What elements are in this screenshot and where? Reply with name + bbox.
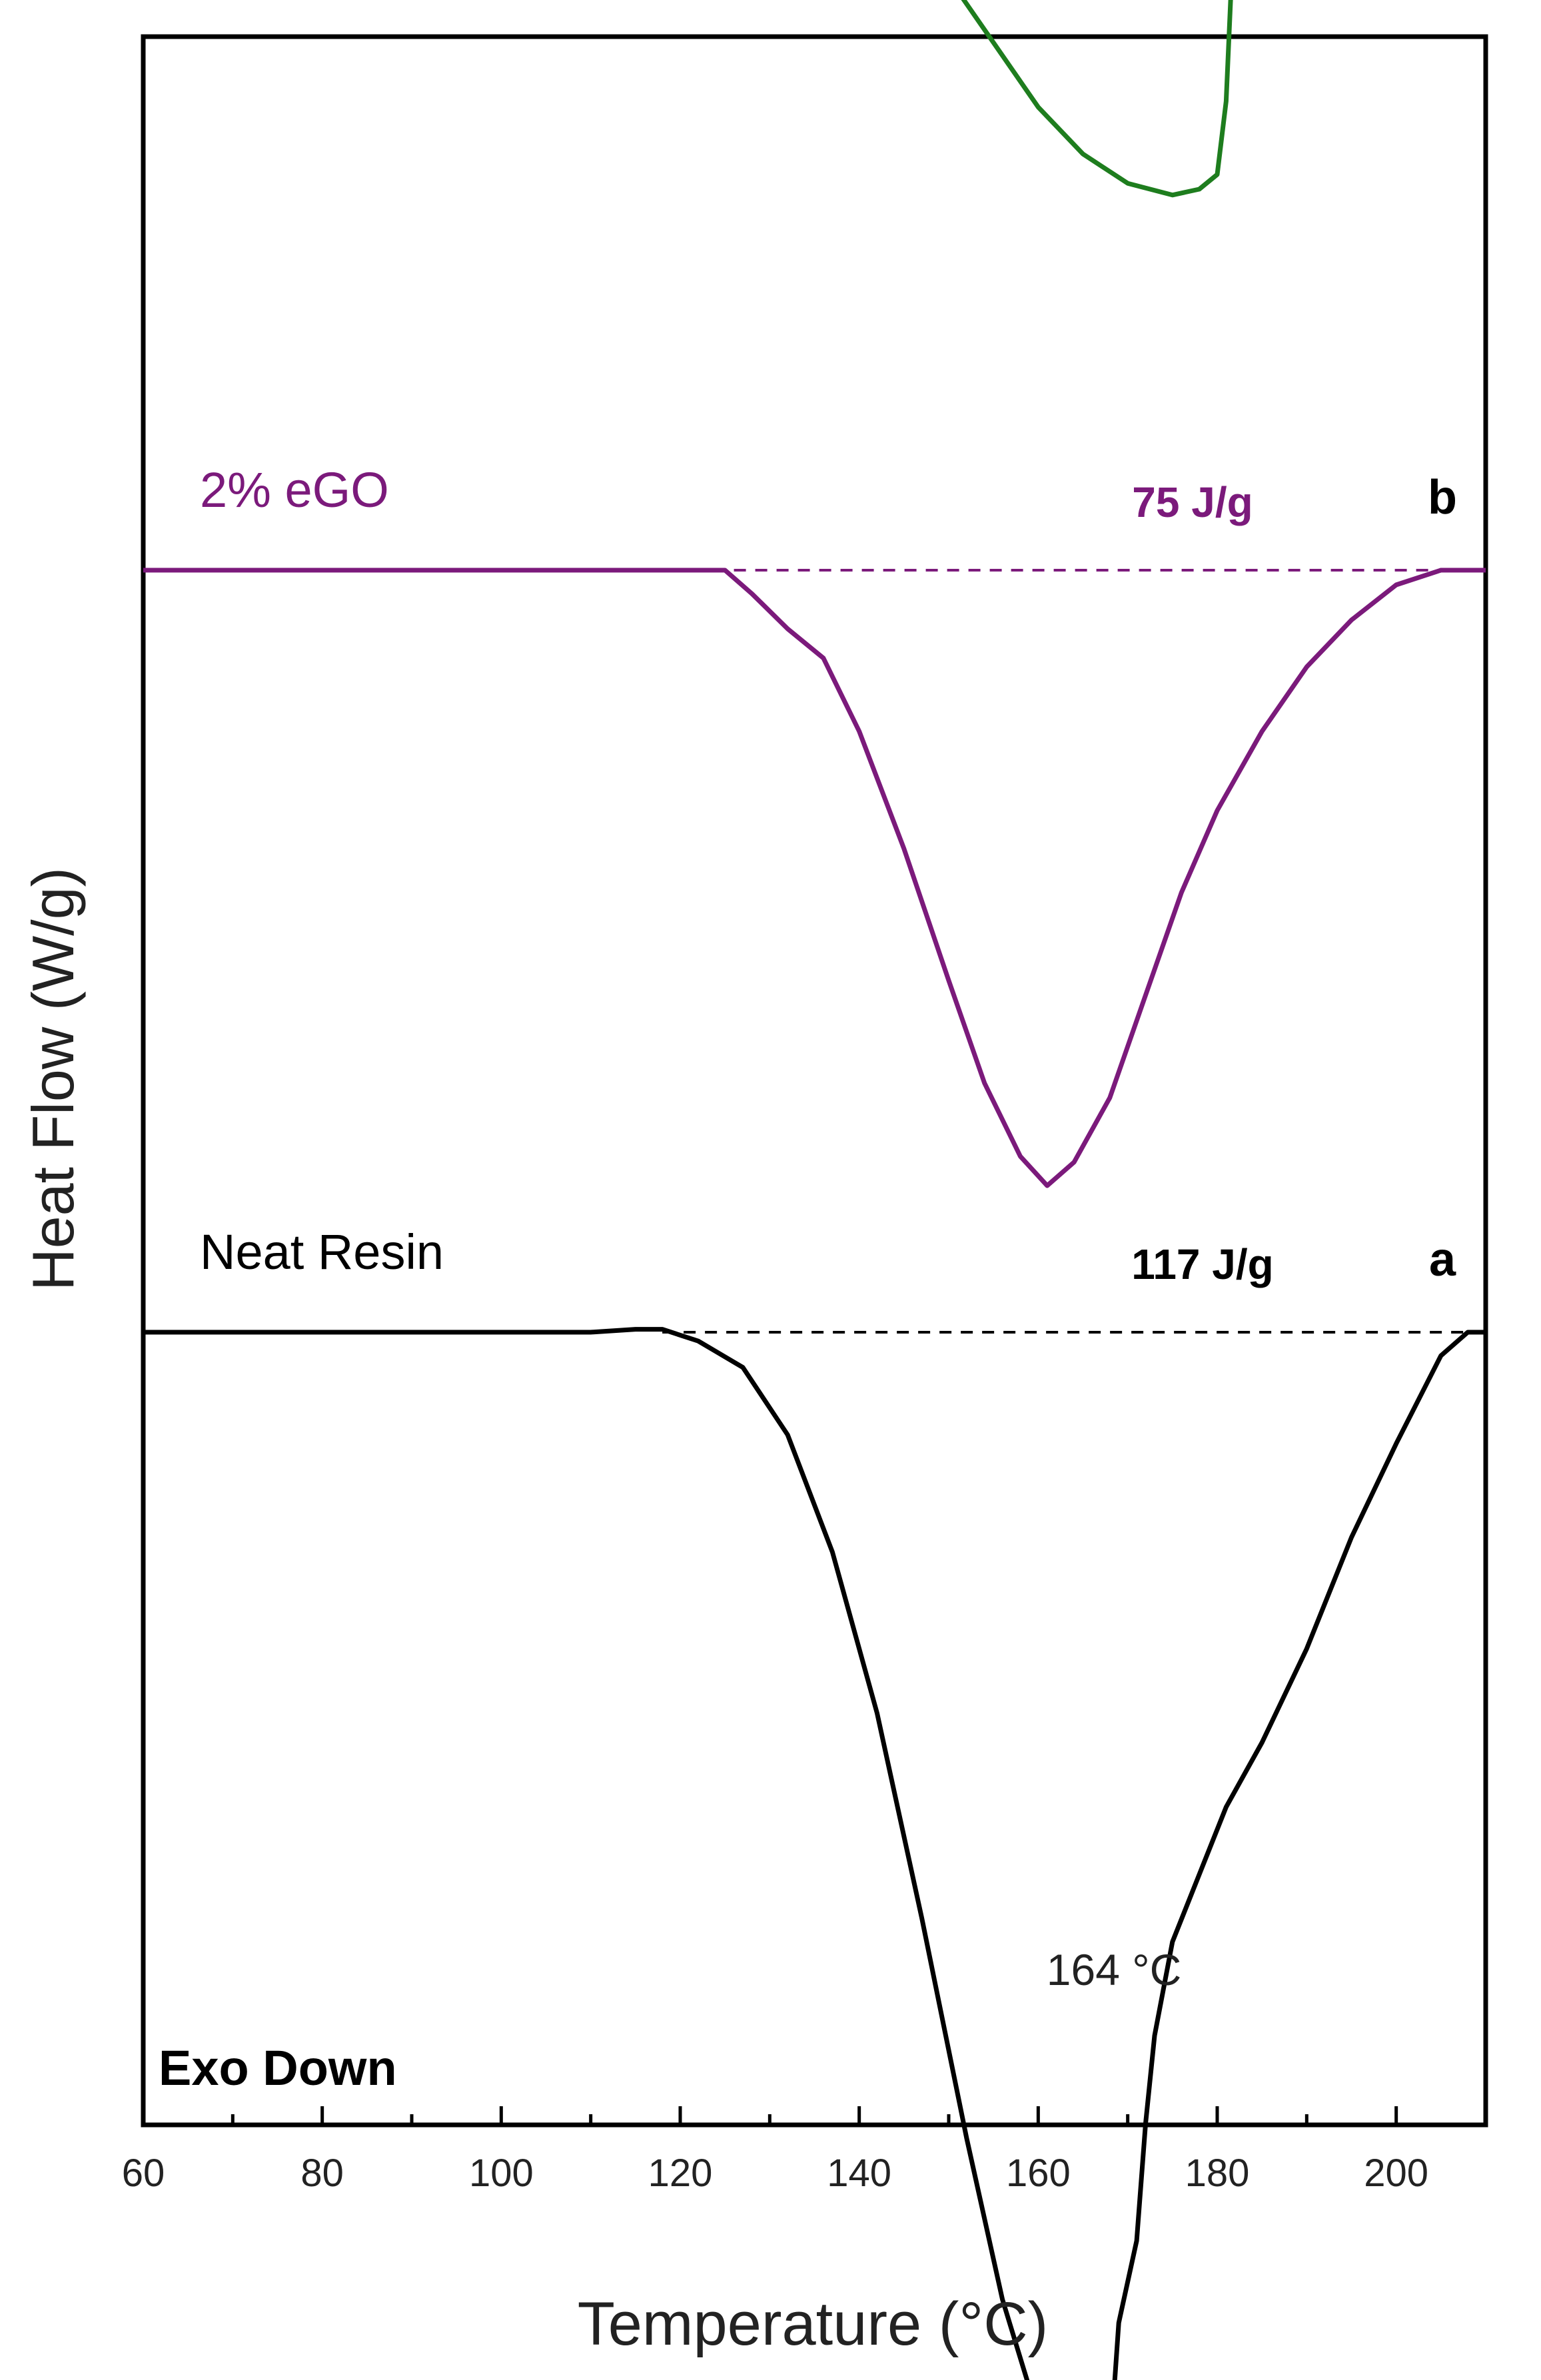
series-name-b: 2% eGO <box>200 462 389 518</box>
series-letter-b: b <box>1428 471 1457 524</box>
x-tick-label: 160 <box>1006 2152 1071 2195</box>
curve-b <box>143 568 1486 1188</box>
x-tick-label: 140 <box>827 2152 891 2195</box>
baselines <box>662 569 1486 1334</box>
enthalpy-b: 75 J/g <box>1132 478 1253 526</box>
x-tick-label: 80 <box>300 2152 344 2195</box>
x-tick-label: 180 <box>1185 2152 1250 2195</box>
exo-down-note: Exo Down <box>159 2040 397 2096</box>
x-tick-label: 120 <box>648 2152 713 2195</box>
series-letter-a: a <box>1429 1233 1456 1286</box>
peak-temperature-label: 164 °C <box>1047 1945 1182 1994</box>
plot-frame <box>141 34 1488 2128</box>
x-tick-label: 100 <box>469 2152 534 2195</box>
x-tick-label: 60 <box>122 2152 165 2195</box>
series-name-a: Neat Resin <box>200 1224 444 1280</box>
x-axis-ticks: 60 80 100 120 140 160 180 200 <box>122 2106 1488 2195</box>
heat-flow-curves <box>143 0 1486 2380</box>
curve-c <box>961 0 1233 198</box>
x-axis-title: Temperature (°C) <box>578 2290 1049 2358</box>
enthalpy-a: 117 J/g <box>1131 1240 1274 1288</box>
x-tick-label: 200 <box>1364 2152 1428 2195</box>
y-axis-title: Heat Flow (W/g) <box>20 867 86 1291</box>
curve-a <box>143 1327 1486 2380</box>
